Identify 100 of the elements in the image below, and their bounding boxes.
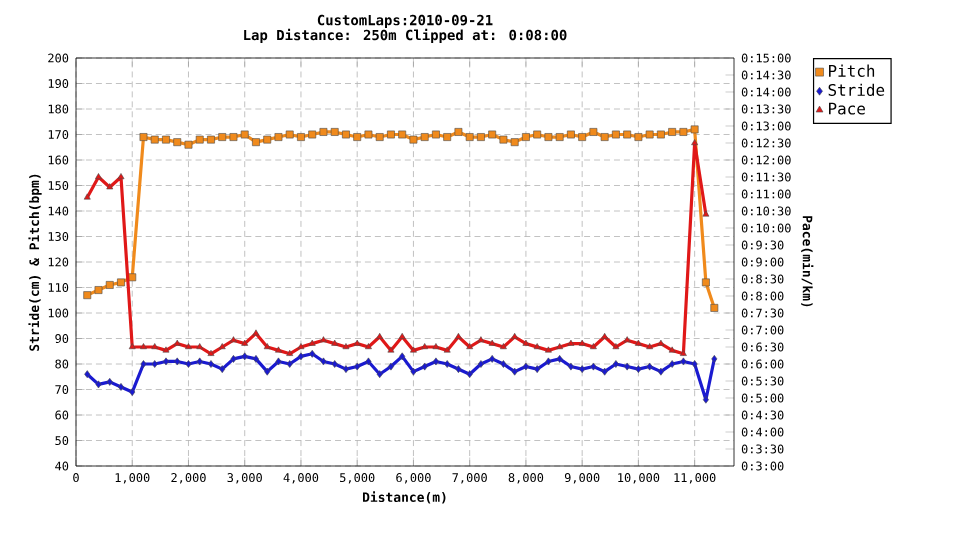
point: [162, 135, 170, 144]
point: [455, 332, 462, 339]
point: [420, 133, 429, 141]
point: [173, 339, 181, 346]
point: [669, 360, 676, 368]
point: [477, 360, 484, 368]
point: [218, 133, 227, 141]
point: [488, 130, 497, 139]
point: [342, 343, 350, 350]
point: [567, 130, 575, 139]
point: [511, 367, 518, 376]
point: [229, 133, 238, 141]
point: [522, 133, 530, 141]
point: [443, 133, 452, 141]
point: [275, 346, 282, 353]
point: [140, 343, 147, 350]
point: [320, 336, 327, 343]
point: [139, 133, 148, 141]
point: [679, 349, 687, 356]
point: [163, 357, 169, 366]
point: [578, 339, 586, 346]
point: [410, 346, 417, 353]
point: [297, 133, 305, 141]
point: [365, 357, 372, 366]
point: [612, 360, 619, 368]
point: [95, 380, 102, 389]
point: [174, 357, 181, 366]
point: [556, 355, 563, 363]
point: [184, 140, 193, 149]
point: [399, 352, 406, 361]
point: [128, 343, 136, 350]
point: [646, 362, 653, 371]
point: [635, 365, 642, 373]
point: [711, 355, 718, 363]
point: [308, 130, 317, 139]
point: [657, 367, 664, 376]
point: [297, 352, 304, 361]
point: [129, 388, 136, 396]
point: [150, 135, 159, 144]
point: [252, 138, 260, 147]
point: [500, 360, 507, 368]
point: [387, 362, 394, 371]
point: [140, 360, 147, 368]
point: [207, 360, 214, 368]
point: [365, 343, 372, 350]
point: [106, 183, 114, 190]
point: [264, 367, 271, 376]
point: [128, 273, 137, 282]
point: [398, 130, 407, 139]
point: [354, 362, 361, 371]
point: [196, 343, 204, 350]
point: [634, 339, 642, 346]
point: [375, 133, 384, 141]
point: [286, 360, 293, 368]
point: [105, 281, 114, 289]
point: [589, 128, 598, 136]
point: [331, 339, 339, 346]
point: [465, 133, 474, 141]
point: [151, 360, 158, 368]
point: [600, 133, 609, 141]
point: [196, 357, 203, 366]
point: [623, 336, 631, 343]
point: [679, 128, 688, 136]
point: [534, 365, 541, 373]
point: [275, 357, 282, 366]
point: [657, 130, 665, 139]
point: [409, 135, 418, 144]
point: [578, 133, 587, 141]
point: [702, 278, 710, 287]
point: [118, 383, 124, 391]
point: [285, 130, 294, 139]
point: [634, 133, 643, 141]
point: [499, 135, 508, 144]
point: [83, 193, 91, 200]
point: [263, 135, 272, 144]
point: [240, 130, 249, 139]
point: [668, 128, 677, 136]
point: [466, 370, 473, 379]
point: [342, 130, 350, 139]
point: [387, 130, 395, 139]
point: [376, 332, 384, 339]
point: [297, 343, 305, 350]
point: [443, 346, 451, 353]
point: [421, 362, 428, 371]
point: [545, 346, 552, 353]
point: [444, 360, 451, 368]
point: [185, 360, 192, 368]
point: [601, 332, 609, 339]
point: [320, 357, 327, 366]
point: [308, 339, 316, 346]
point: [454, 128, 463, 136]
point: [612, 130, 620, 139]
point: [230, 355, 237, 363]
point: [522, 362, 529, 371]
point: [252, 355, 259, 363]
point: [252, 329, 260, 336]
point: [601, 367, 608, 376]
point: [623, 130, 632, 139]
point: [218, 343, 226, 350]
point: [353, 133, 362, 141]
